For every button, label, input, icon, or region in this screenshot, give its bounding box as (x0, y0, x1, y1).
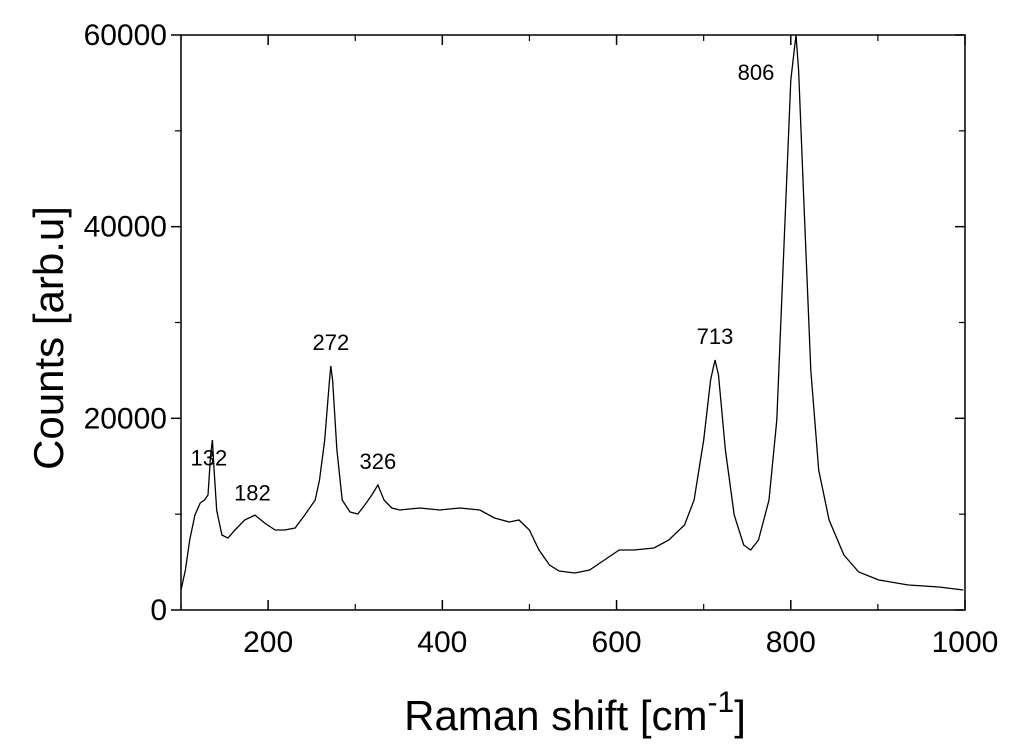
peak-label: 272 (312, 330, 349, 355)
x-tick-label: 800 (766, 626, 816, 659)
x-tick-label: 1000 (932, 626, 999, 659)
x-label-main: Raman shift [cm (404, 692, 707, 739)
x-axis-label: Raman shift [cm-1] (404, 686, 746, 739)
y-axis-label: Counts [arb.u] (25, 206, 72, 470)
y-tick-label: 60000 (84, 19, 167, 52)
peak-label: 806 (738, 60, 775, 85)
y-tick-label: 20000 (84, 402, 167, 435)
x-label-sup: -1 (708, 686, 735, 719)
x-tick-label: 400 (417, 626, 467, 659)
x-tick-label: 600 (592, 626, 642, 659)
x-tick-label: 200 (243, 626, 293, 659)
peak-label: 182 (234, 480, 271, 505)
peak-label: 326 (360, 449, 397, 474)
peak-label: 713 (697, 324, 734, 349)
peak-label: 132 (191, 446, 228, 471)
y-tick-label: 0 (150, 594, 167, 627)
spectrum-line (180, 34, 964, 591)
x-label-end: ] (734, 692, 746, 739)
y-tick-label: 40000 (84, 211, 167, 244)
